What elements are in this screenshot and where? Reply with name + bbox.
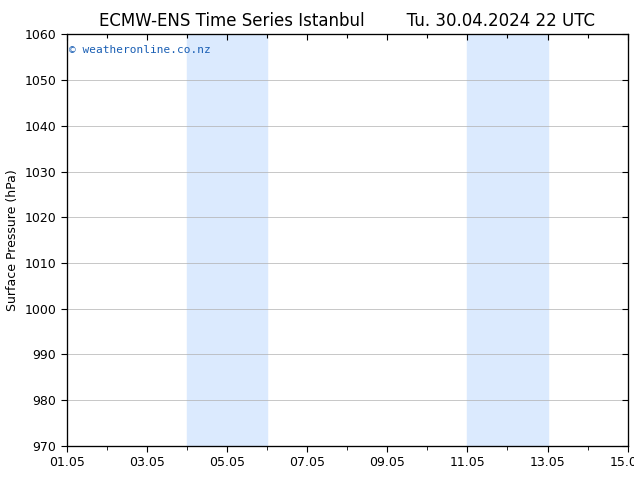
Text: © weatheronline.co.nz: © weatheronline.co.nz <box>69 45 211 54</box>
Y-axis label: Surface Pressure (hPa): Surface Pressure (hPa) <box>6 169 19 311</box>
Title: ECMW-ENS Time Series Istanbul        Tu. 30.04.2024 22 UTC: ECMW-ENS Time Series Istanbul Tu. 30.04.… <box>99 12 595 30</box>
Bar <box>187 34 267 446</box>
Bar <box>467 34 548 446</box>
